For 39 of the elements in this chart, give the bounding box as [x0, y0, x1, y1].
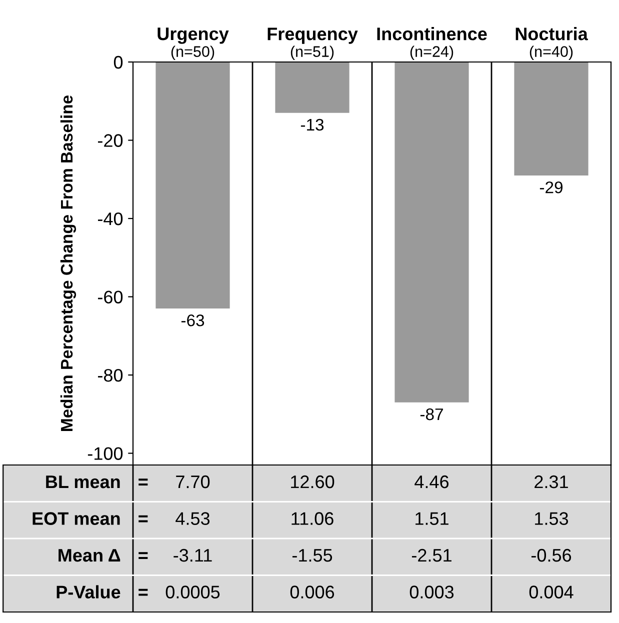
y-tick-label: -80 [98, 368, 123, 382]
y-tick-label: -40 [98, 212, 123, 226]
text: -0.56 [531, 548, 572, 562]
text: 4.53 [176, 512, 210, 525]
data-label: -87 [420, 408, 443, 420]
text: Mean Δ [58, 549, 120, 562]
text: 0.0005 [166, 586, 220, 598]
text: = [138, 478, 148, 486]
text: = [138, 515, 148, 522]
data-label: -29 [540, 181, 563, 194]
text: -2.51 [412, 548, 452, 562]
text: = [138, 552, 148, 559]
text: -1.55 [292, 549, 332, 562]
x-tick-label: Frequency (n=51) [268, 28, 358, 60]
text: EOT mean [32, 512, 120, 525]
text: 0.004 [529, 586, 574, 598]
data-label: -63 [181, 314, 204, 326]
text: 7.70 [176, 475, 210, 488]
y-tick-label: 0 [114, 56, 123, 69]
text: 12.60 [291, 475, 334, 488]
text: 4.46 [414, 475, 449, 488]
y-tick-label: -20 [98, 134, 123, 147]
text: -3.11 [174, 548, 212, 562]
data-label: -13 [300, 118, 324, 131]
text: 1.53 [535, 512, 568, 525]
y-axis-title: Median Percentage Change From Baseline [60, 95, 76, 431]
text: 1.51 [416, 512, 448, 525]
text: 0.003 [410, 586, 454, 598]
x-tick-label: Urgency (n=50) [158, 28, 229, 60]
text: 0.006 [290, 586, 334, 598]
y-tick-label: -60 [98, 290, 123, 304]
x-tick-label: Nocturia (n=40) [516, 27, 588, 60]
x-tick-label: Incontinence (n=24) [377, 27, 487, 60]
text: P-Value [56, 585, 120, 598]
y-tick-label: -100 [88, 447, 123, 460]
text: = [138, 588, 148, 596]
text: 11.06 [292, 512, 334, 525]
text: BL mean [46, 476, 120, 488]
text: 2.31 [534, 475, 568, 488]
